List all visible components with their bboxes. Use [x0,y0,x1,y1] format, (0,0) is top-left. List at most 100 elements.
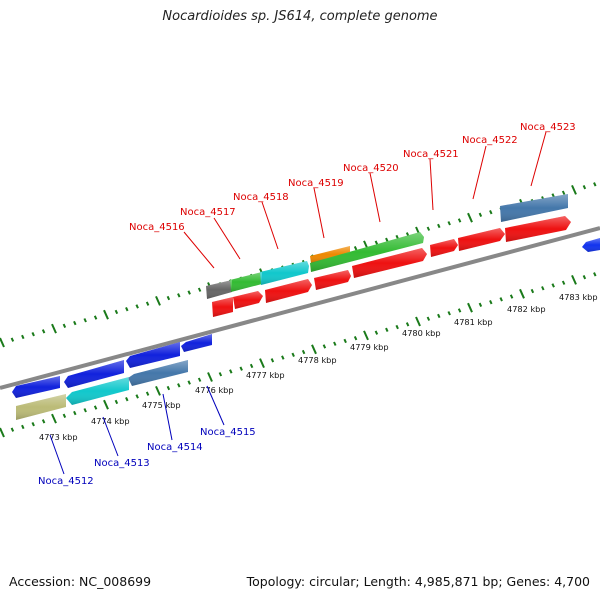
scale-tick [519,288,525,299]
scale-tick [551,283,555,288]
scale-tick [166,385,171,391]
scale-label: 4781 kbp [454,317,493,327]
scale-tick [51,413,57,424]
scale-tick [51,323,57,334]
scale-tick [31,421,35,427]
scale-tick [21,334,25,340]
scale-tick [353,335,358,341]
scale-tick [415,316,421,327]
scale-label: 4783 kbp [559,292,598,302]
scale-tick [41,419,46,424]
scale-tick [31,331,35,337]
scale-tick [73,320,77,326]
scale-tick [114,309,119,315]
gene-label-bottom[interactable]: Noca_4515 [200,427,256,438]
gene-label-bottom[interactable]: Noca_4512 [38,476,94,487]
scale-label: 4775 kbp [142,400,181,410]
scale-tick [166,295,171,301]
scale-tick [21,424,25,430]
scale-tick [457,308,462,313]
accession-text: Accession: NC_008699 [9,574,152,589]
gene-feature-green[interactable] [230,272,262,292]
scale-tick [218,372,223,377]
genome-summary-text: Topology: circular; Length: 4,985,871 bp… [246,574,590,589]
gene-feature-red-1[interactable] [212,297,233,317]
scale-tick [301,349,306,355]
gene-label-top[interactable]: Noca_4519 [288,178,344,189]
scale-tick [343,338,347,344]
scale-tick [155,385,161,396]
gene-label-top[interactable]: Noca_4521 [403,149,459,160]
scale-tick [509,294,514,299]
scale-tick [426,316,431,321]
gene-label-bottom[interactable]: Noca_4514 [147,442,203,453]
gene-feature-red-6[interactable] [430,239,458,257]
scale-tick [478,212,483,218]
scale-tick [229,369,233,374]
scale-tick [177,293,181,298]
scale-tick [93,405,98,410]
scale-tick [395,324,399,330]
scale-tick [322,344,327,349]
scale-tick [571,184,577,195]
scale-tick [530,288,535,294]
scale-tick [405,322,410,327]
gene-label-top[interactable]: Noca_4518 [233,192,289,203]
gene-label-top[interactable]: Noca_4522 [462,135,518,146]
scale-tick [103,399,109,410]
gene-label-top[interactable]: Noca_4523 [520,122,576,133]
scale-tick [457,218,462,223]
scale-tick [541,286,545,291]
scale-tick [125,396,129,402]
gene-label-bottom[interactable]: Noca_4513 [94,458,150,469]
scale-tick [103,309,109,320]
lower-scale-ticks [0,272,597,438]
scale-tick [447,311,451,316]
scale-tick [187,380,191,385]
scale-tick [41,329,46,334]
scale-tick [187,290,191,295]
scale-tick [259,358,265,369]
scale-tick [291,352,295,358]
gene-label-top[interactable]: Noca_4520 [343,163,399,174]
scale-tick [239,366,243,371]
scale-tick [0,337,5,348]
scale-tick [447,221,451,226]
gene-label-top[interactable]: Noca_4517 [180,207,236,218]
scale-tick [93,315,98,320]
gene-feature-khaki-4512[interactable] [16,394,66,420]
scale-tick [437,313,441,319]
scale-tick [197,377,202,382]
scale-tick [270,358,275,363]
scale-label: 4780 kbp [402,328,441,338]
scale-tick [114,399,119,405]
scale-label: 4778 kbp [298,355,337,365]
scale-tick [374,240,379,245]
scale-tick [177,383,181,388]
scale-tick [489,209,493,215]
scale-tick [571,274,577,285]
scale-tick [561,280,566,285]
scale-tick [281,355,285,360]
gene-feature-red-4[interactable] [314,270,351,290]
scale-tick [478,302,483,308]
scale-tick [10,337,15,342]
scale-label: 4776 kbp [195,385,234,395]
scale-tick [197,287,202,292]
gene-label-top[interactable]: Noca_4516 [129,222,185,233]
gene-feature-blue-edge[interactable] [582,238,600,252]
scale-tick [125,306,129,312]
gene-feature-red-2[interactable] [233,291,263,309]
scale-tick [437,223,441,229]
scale-tick [155,295,161,306]
scale-tick [582,184,587,190]
scale-tick [62,323,67,329]
scale-tick [333,341,337,346]
gene-feature-red-3[interactable] [265,279,312,303]
scale-tick [135,394,139,399]
gene-feature-red-7[interactable] [458,228,505,251]
scale-label: 4777 kbp [246,370,285,380]
scale-tick [385,327,389,333]
scale-tick [561,190,566,195]
scale-tick [363,330,369,341]
